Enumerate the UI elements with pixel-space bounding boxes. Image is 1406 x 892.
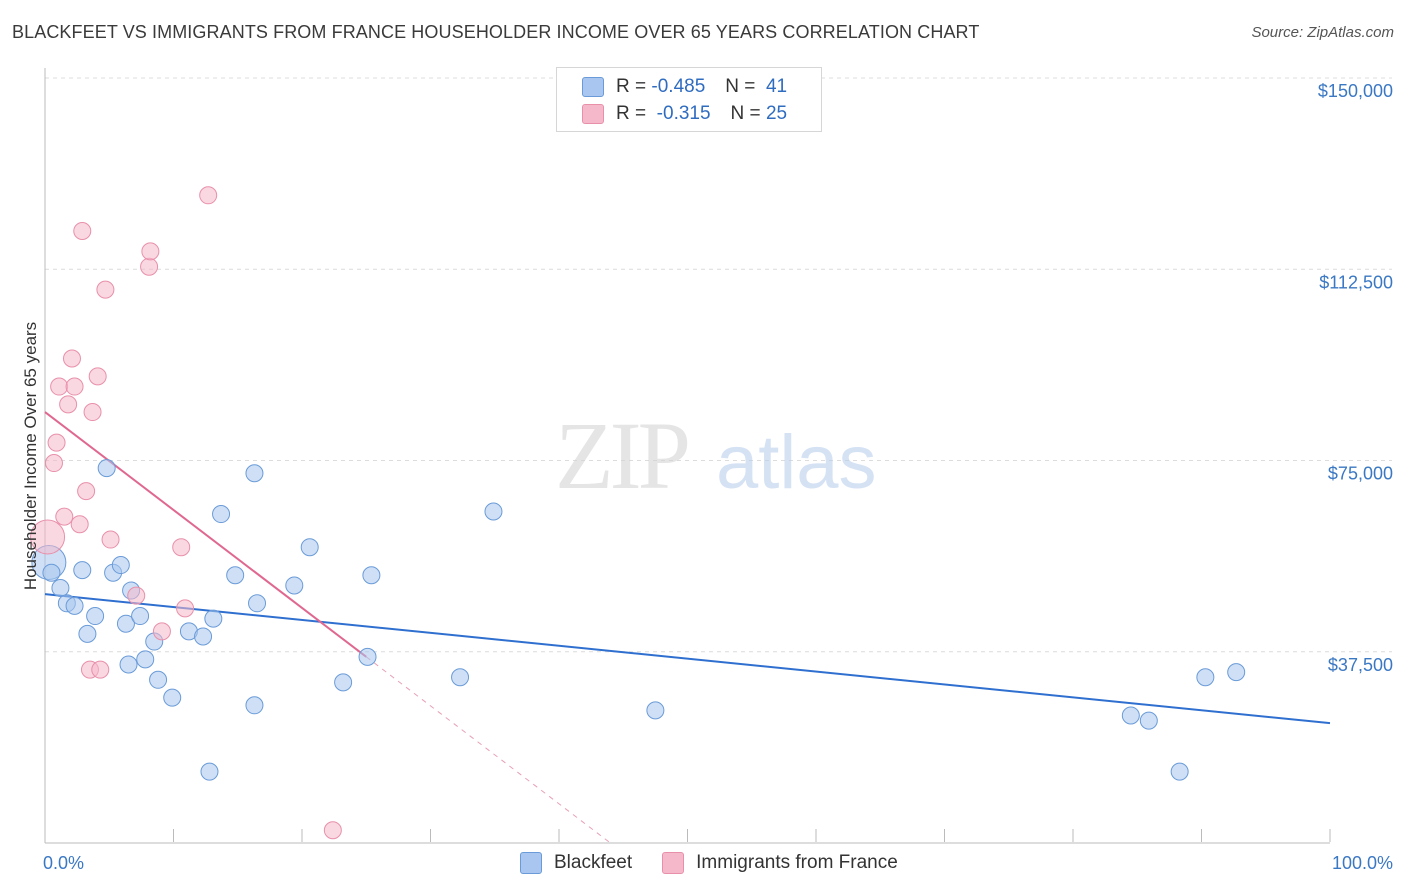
legend-n-value: 25 bbox=[765, 103, 788, 124]
blackfeet-point bbox=[111, 556, 130, 575]
x-tick-labels: 0.0% 100.0% bbox=[43, 853, 1393, 873]
y-axis-title: Householder Income Over 65 years bbox=[21, 322, 40, 590]
blackfeet-point bbox=[131, 607, 150, 626]
legend-r-value: -0.315 bbox=[656, 103, 711, 124]
blackfeet-point bbox=[86, 607, 105, 626]
watermark-zip: ZIP bbox=[555, 402, 688, 509]
y-tick-label: $150,000 bbox=[1318, 81, 1393, 101]
blackfeet-trend-line bbox=[44, 593, 1331, 725]
legend-swatch-france bbox=[582, 104, 604, 124]
blackfeet-point bbox=[245, 696, 264, 715]
legend-r-label: R = bbox=[616, 103, 647, 124]
legend-label-france: Immigrants from France bbox=[696, 852, 898, 873]
blackfeet-point bbox=[358, 647, 377, 666]
blackfeet-point bbox=[65, 596, 84, 615]
legend-n-value: 41 bbox=[765, 76, 788, 97]
france-point bbox=[77, 482, 96, 501]
france-point bbox=[140, 257, 159, 276]
blackfeet-point bbox=[1139, 711, 1158, 730]
blackfeet-point bbox=[200, 762, 219, 781]
blackfeet-point bbox=[119, 655, 138, 674]
france-point bbox=[199, 186, 218, 205]
legend-row-france: R = -0.315 N = 25 bbox=[582, 102, 787, 126]
source-label: Source: ZipAtlas.com bbox=[1251, 24, 1394, 41]
y-tick-label: $75,000 bbox=[1328, 464, 1393, 484]
blackfeet-point bbox=[285, 576, 304, 595]
france-point bbox=[30, 519, 66, 555]
blackfeet-point bbox=[212, 505, 231, 524]
watermark-atlas: atlas bbox=[716, 420, 877, 505]
france-point bbox=[47, 433, 66, 452]
blackfeet-point bbox=[451, 668, 470, 687]
legend-r-label: R = bbox=[616, 76, 647, 97]
france-point bbox=[127, 586, 146, 605]
blackfeet-point bbox=[194, 627, 213, 646]
legend-n-label: N = bbox=[725, 76, 756, 97]
blackfeet-point bbox=[163, 688, 182, 707]
blackfeet-point bbox=[484, 502, 503, 521]
france-trend-extension bbox=[365, 656, 611, 844]
france-point bbox=[152, 622, 171, 641]
france-point bbox=[91, 660, 110, 679]
france-trend-line bbox=[44, 411, 367, 658]
y-tick-label: $112,500 bbox=[1319, 272, 1393, 292]
x-tick-label: 0.0% bbox=[43, 853, 84, 873]
blackfeet-point bbox=[149, 670, 168, 689]
axes bbox=[44, 68, 1331, 844]
blackfeet-point bbox=[136, 650, 155, 669]
legend-swatch-blackfeet bbox=[520, 852, 542, 874]
france-point bbox=[73, 222, 92, 240]
france-point bbox=[96, 280, 115, 299]
legend-row-blackfeet: R = -0.485 N = 41 bbox=[582, 75, 787, 99]
france-point bbox=[70, 515, 89, 534]
france-point bbox=[176, 599, 195, 618]
legend-item-france: Immigrants from France bbox=[662, 852, 898, 874]
france-point bbox=[65, 377, 84, 396]
blackfeet-point bbox=[1196, 668, 1215, 687]
trend-lines bbox=[44, 411, 1331, 844]
france-point bbox=[101, 530, 120, 549]
blackfeet-point bbox=[78, 624, 97, 643]
blackfeet-point bbox=[248, 594, 267, 613]
legend-n-label: N = bbox=[730, 103, 761, 124]
data-points bbox=[30, 186, 1246, 840]
blackfeet-point bbox=[245, 464, 264, 483]
legend-item-blackfeet: Blackfeet bbox=[520, 852, 632, 874]
legend-r-value: -0.485 bbox=[651, 76, 706, 97]
y-tick-label: $37,500 bbox=[1328, 655, 1393, 675]
blackfeet-point bbox=[42, 563, 61, 582]
correlation-legend: R = -0.485 N = 41 R = -0.315 N = 25 bbox=[556, 67, 822, 132]
france-point bbox=[44, 454, 63, 473]
france-point bbox=[88, 367, 107, 386]
blackfeet-point bbox=[300, 538, 319, 557]
legend-swatch-france bbox=[662, 852, 685, 874]
y-tick-labels: $37,500 $75,000 $112,500 $150,000 bbox=[1318, 81, 1393, 675]
chart-title: BLACKFEET VS IMMIGRANTS FROM FRANCE HOUS… bbox=[12, 22, 980, 42]
blackfeet-point bbox=[51, 579, 70, 597]
blackfeet-point bbox=[97, 459, 116, 478]
blackfeet-point bbox=[1227, 663, 1246, 682]
blackfeet-point bbox=[362, 566, 381, 585]
series-legend: Blackfeet Immigrants from France bbox=[520, 852, 928, 874]
france-point bbox=[172, 538, 191, 557]
blackfeet-point bbox=[204, 609, 223, 628]
legend-swatch-blackfeet bbox=[582, 77, 604, 97]
blackfeet-point bbox=[646, 701, 665, 720]
x-tick-label: 100.0% bbox=[1332, 853, 1393, 873]
france-point bbox=[50, 377, 69, 396]
france-point bbox=[323, 821, 342, 840]
france-point bbox=[141, 242, 160, 261]
blackfeet-point bbox=[116, 614, 135, 633]
blackfeet-point bbox=[334, 673, 353, 692]
france-point bbox=[62, 349, 81, 368]
blackfeet-point bbox=[1170, 762, 1189, 781]
france-point bbox=[59, 395, 78, 414]
legend-label-blackfeet: Blackfeet bbox=[554, 852, 633, 873]
blackfeet-point bbox=[226, 566, 245, 585]
blackfeet-point bbox=[73, 561, 92, 580]
blackfeet-point bbox=[1121, 706, 1140, 725]
france-point bbox=[55, 507, 74, 526]
france-point bbox=[83, 403, 102, 422]
